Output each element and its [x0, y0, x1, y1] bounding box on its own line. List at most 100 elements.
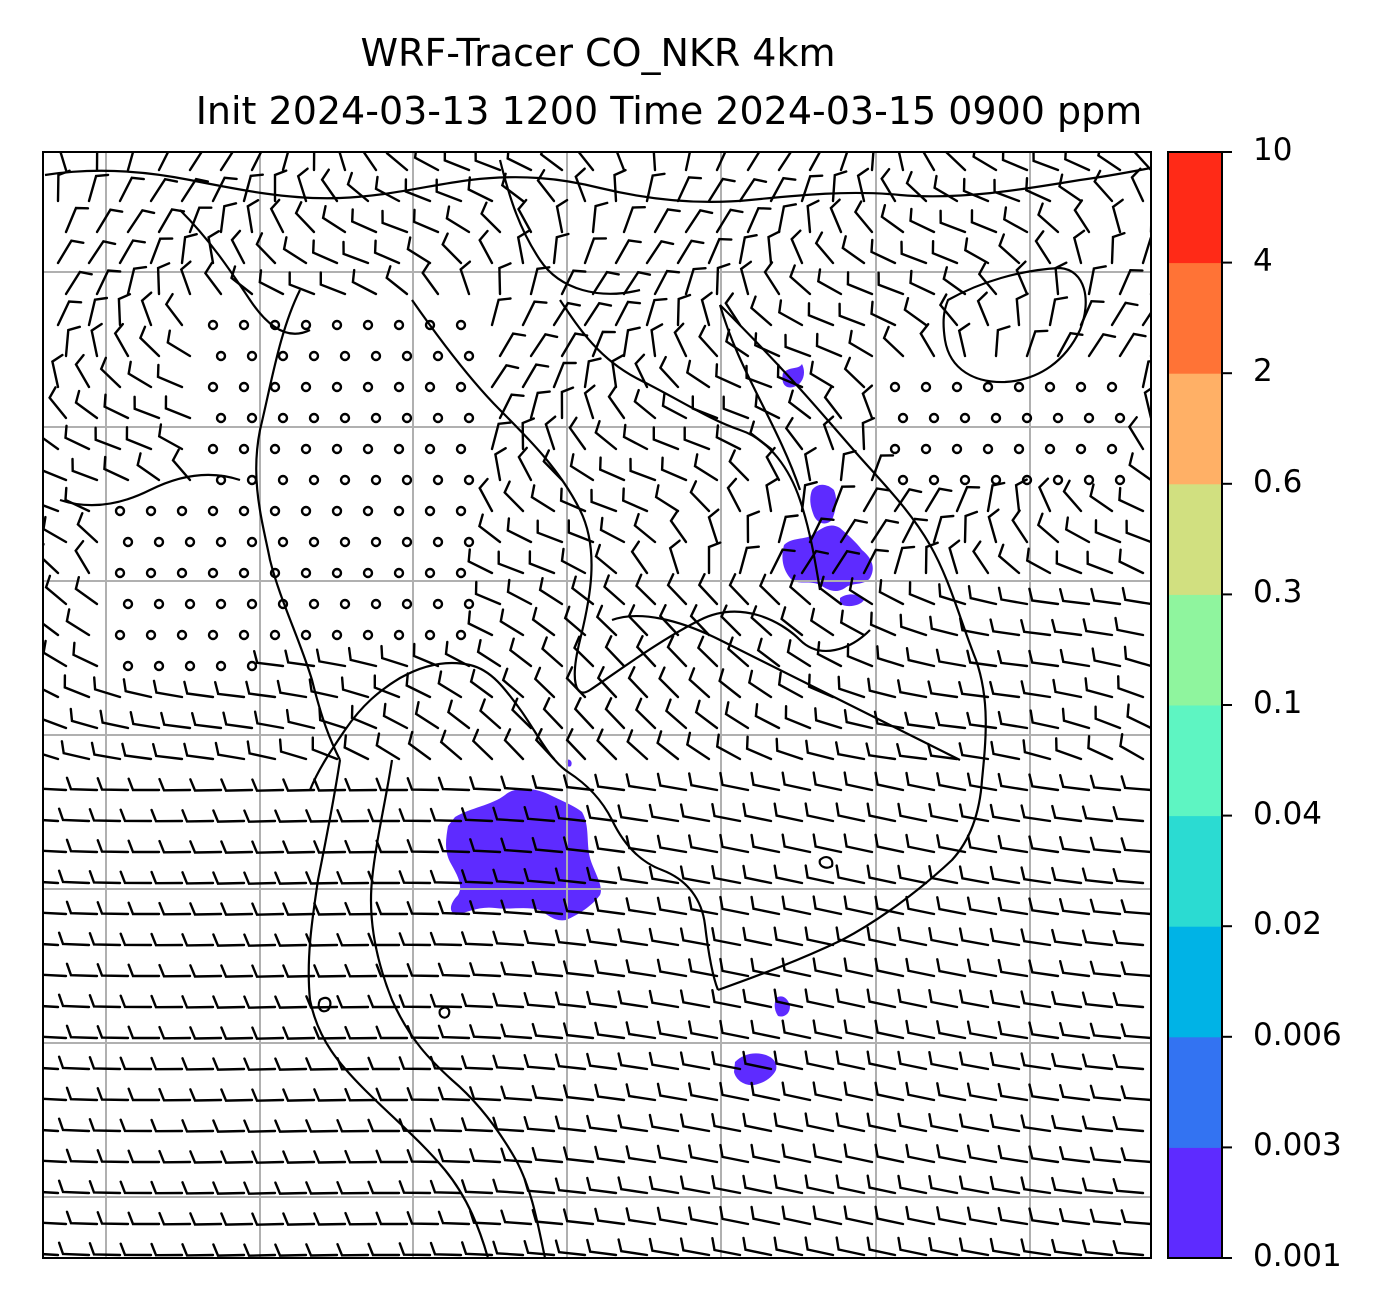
wind-barb — [904, 711, 936, 730]
wind-barb — [1020, 928, 1052, 947]
wind-barb — [539, 152, 564, 172]
wind-barb — [506, 152, 533, 172]
wind-barb — [586, 990, 618, 1009]
calm-wind-marker — [959, 474, 971, 486]
wind-barb — [928, 1113, 959, 1133]
wind-barb — [133, 395, 161, 420]
wind-barb — [96, 1087, 130, 1102]
calm-wind-marker — [114, 629, 126, 641]
wind-barb — [750, 957, 781, 978]
wind-barb — [997, 1206, 1029, 1226]
calm-wind-marker — [951, 381, 963, 393]
wind-barb — [220, 778, 254, 792]
calm-wind-marker — [153, 660, 165, 672]
wind-barb — [344, 963, 378, 978]
calm-wind-marker — [1075, 381, 1087, 393]
wind-barb — [429, 1179, 463, 1195]
wind-barb — [171, 448, 192, 482]
wind-barb — [711, 803, 742, 823]
wind-barb — [617, 928, 649, 947]
wind-barb — [99, 709, 130, 730]
calm-wind-marker — [455, 443, 467, 455]
wind-barb — [461, 1241, 494, 1257]
wind-barb — [679, 1113, 711, 1133]
wind-barb — [127, 901, 161, 916]
wind-barb — [835, 1174, 866, 1195]
wind-barb — [318, 706, 347, 730]
wind-barb — [746, 206, 772, 234]
wind-barb — [658, 666, 680, 699]
wind-barb — [839, 609, 866, 637]
wind-barb — [976, 291, 990, 327]
wind-barb — [684, 152, 692, 172]
wind-barb — [959, 617, 990, 637]
calm-wind-marker — [331, 629, 343, 641]
calm-wind-marker — [331, 505, 343, 517]
wind-barb — [765, 446, 781, 482]
calm-wind-marker — [207, 567, 219, 579]
wind-barb — [739, 260, 753, 296]
wind-barb — [878, 579, 905, 606]
wind-barb — [814, 231, 835, 265]
wind-barb — [866, 988, 897, 1009]
wind-barb — [777, 671, 804, 699]
wind-barb — [542, 697, 564, 730]
wind-barb — [958, 865, 990, 885]
wind-barb — [274, 809, 308, 823]
wind-barb — [936, 896, 967, 916]
wind-barb — [707, 177, 736, 203]
wind-barb — [500, 961, 533, 978]
wind-barb — [87, 239, 117, 265]
calm-wind-marker — [1106, 381, 1118, 393]
wind-barb — [989, 1113, 1021, 1133]
wind-barb — [750, 605, 773, 637]
wind-barb — [604, 635, 626, 668]
wind-barb — [562, 898, 595, 916]
wind-barb — [812, 1081, 843, 1102]
calm-wind-marker — [1052, 412, 1064, 424]
wind-barb — [406, 1211, 440, 1226]
wind-barb — [127, 1149, 161, 1164]
wind-barb — [503, 728, 525, 761]
wind-barb — [905, 1081, 936, 1102]
wind-barb — [552, 361, 577, 389]
wind-barb — [866, 802, 897, 823]
wind-barb — [437, 962, 471, 978]
wind-barb — [375, 1149, 409, 1164]
calm-wind-marker — [215, 412, 227, 424]
wind-barb — [942, 266, 967, 296]
calm-wind-marker — [1013, 381, 1025, 393]
wind-barb — [404, 178, 432, 203]
wind-barb — [95, 152, 99, 172]
wind-barb — [243, 871, 277, 885]
wind-barb — [150, 1180, 184, 1195]
wind-barb — [958, 927, 990, 947]
wind-barb — [367, 870, 401, 885]
wind-barb — [43, 688, 60, 699]
wind-barb — [90, 322, 103, 358]
wind-barb — [966, 1206, 998, 1226]
wind-barb — [679, 1237, 711, 1257]
wind-barb — [928, 1051, 959, 1071]
wind-barb — [658, 604, 680, 637]
wind-barb — [375, 1025, 409, 1040]
calm-wind-marker — [1075, 443, 1087, 455]
wind-barb — [1087, 332, 1117, 358]
wind-barb — [181, 1243, 215, 1257]
wind-barb — [500, 899, 533, 916]
wind-barb — [64, 206, 90, 234]
wind-barb — [344, 777, 378, 792]
wind-barb — [156, 262, 171, 296]
wind-barb — [43, 849, 68, 854]
wind-barb — [375, 1087, 409, 1102]
wind-barb — [183, 680, 215, 699]
wind-barb — [903, 297, 928, 327]
wind-barb — [997, 543, 1021, 575]
colorbar-cell — [1168, 1147, 1222, 1259]
wind-barb — [595, 604, 618, 637]
wind-barb — [336, 933, 370, 947]
wind-barb — [679, 927, 711, 947]
wind-barb — [523, 930, 556, 947]
wind-barb — [874, 957, 905, 978]
wind-barb — [613, 168, 627, 203]
